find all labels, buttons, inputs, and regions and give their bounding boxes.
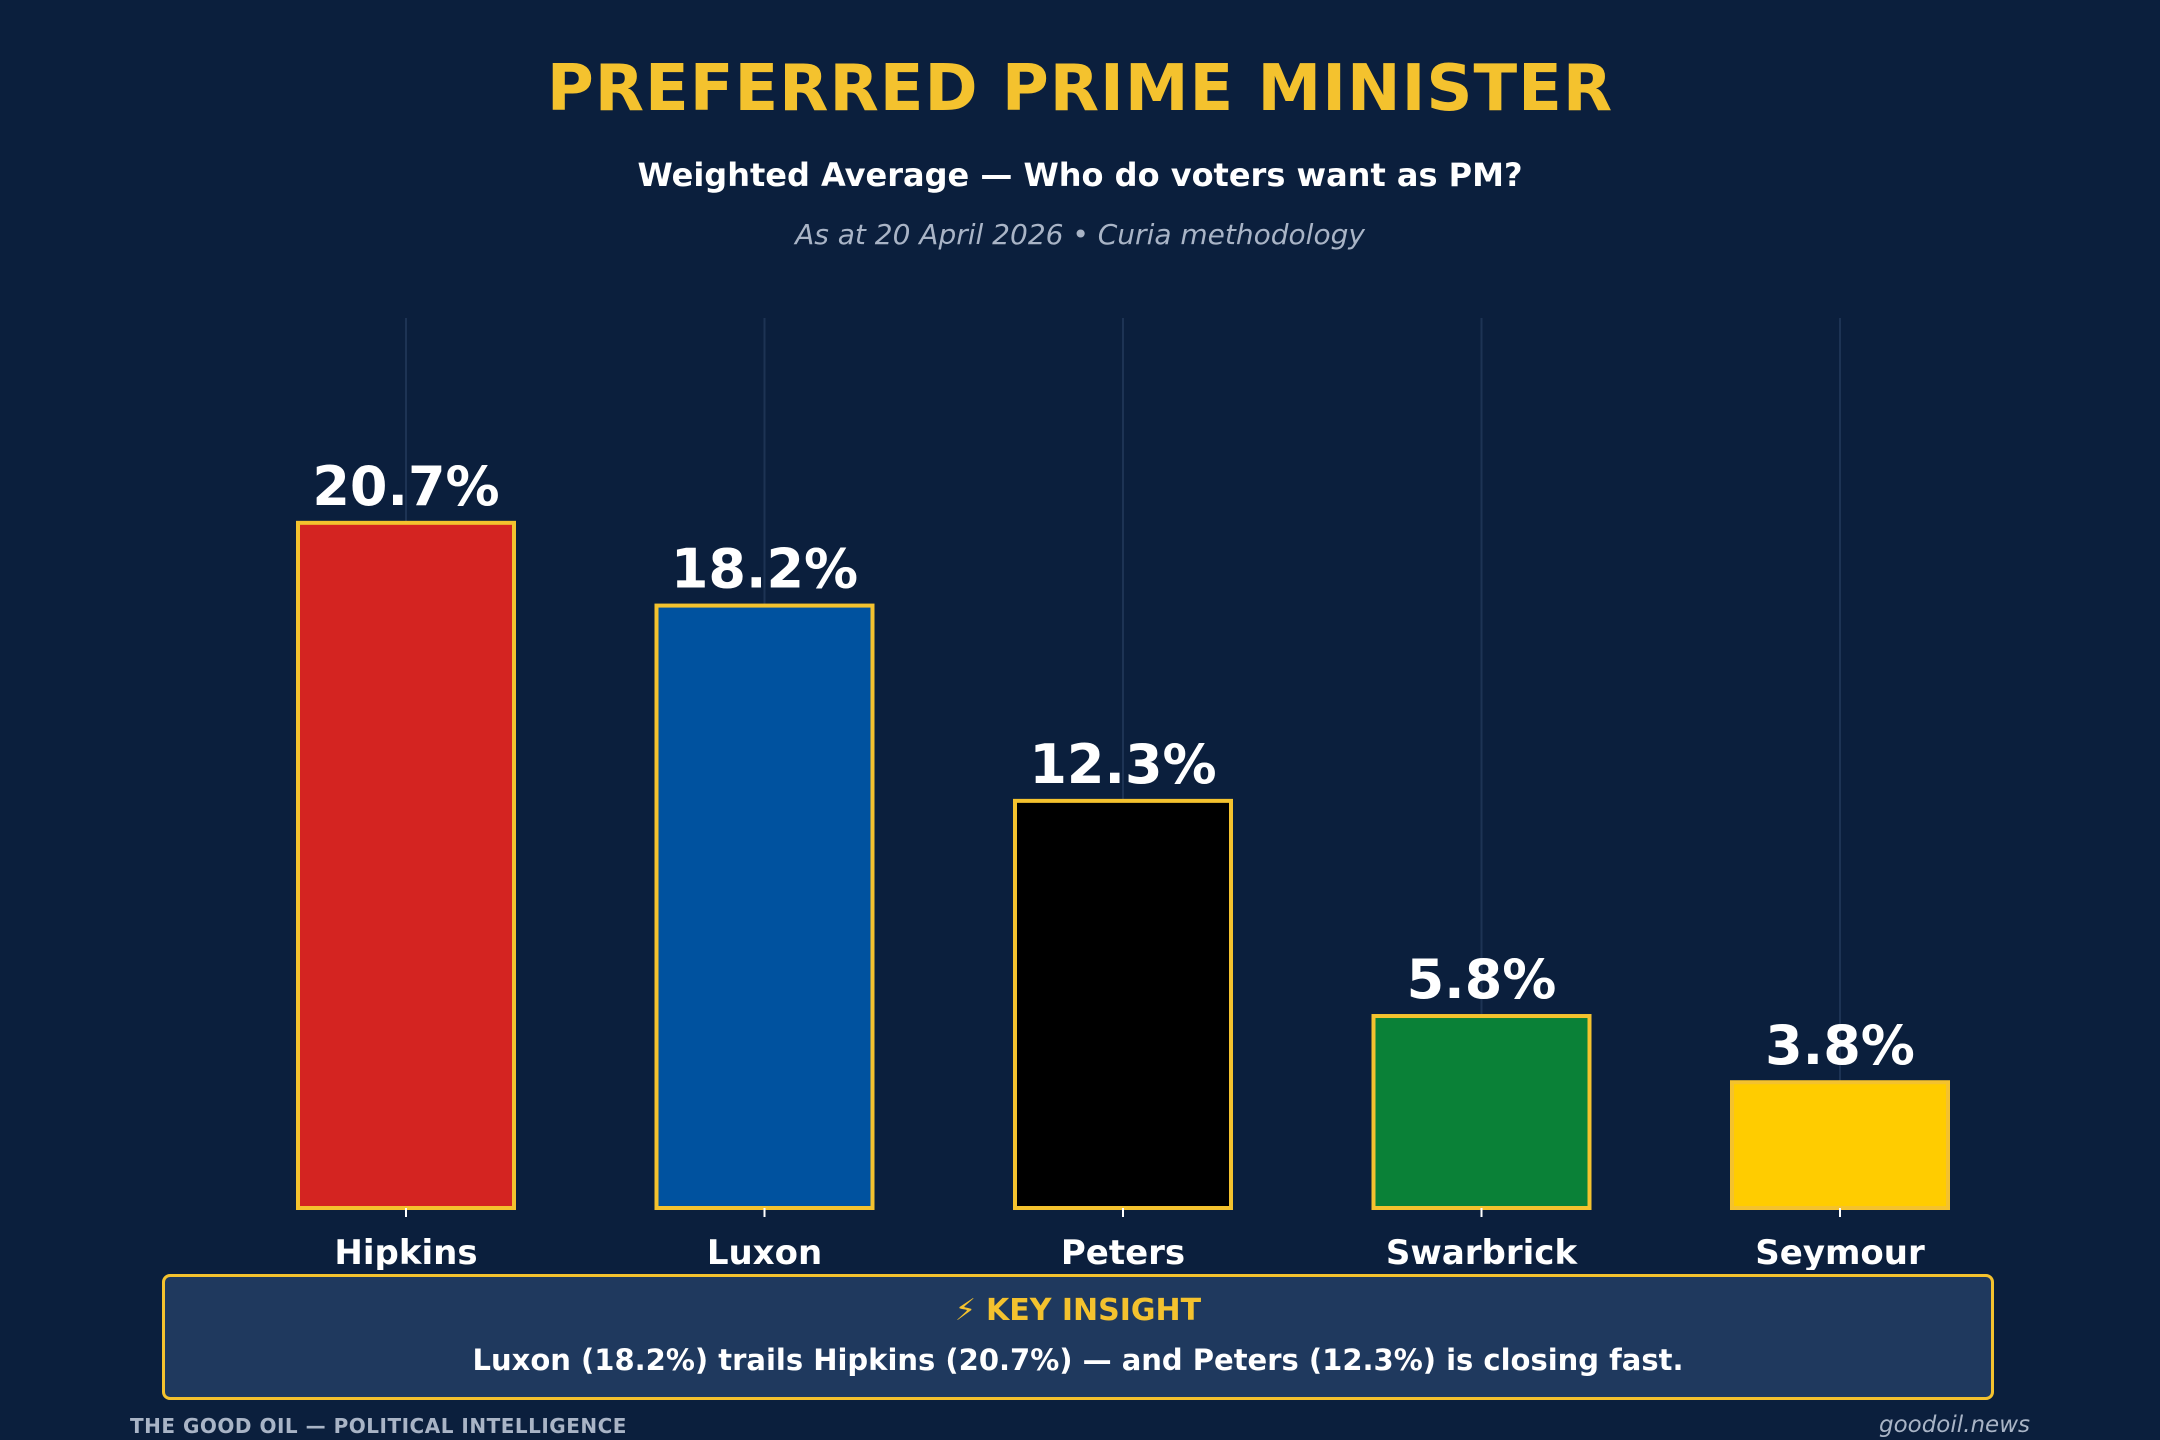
footer-url[interactable]: goodoil.news bbox=[1878, 1412, 2030, 1438]
data-label-hipkins: 20.7% bbox=[312, 455, 499, 518]
key-insight-label: KEY INSIGHT bbox=[985, 1293, 1202, 1328]
lightning-icon: ⚡ bbox=[954, 1293, 976, 1328]
chart-title: PREFERRED PRIME MINISTER bbox=[546, 52, 1614, 126]
category-label-seymour: Seymour bbox=[1755, 1233, 1925, 1270]
bar-hipkins bbox=[296, 520, 516, 1210]
bar-chart: 20.7% Hipkins 18.2% Luxon 12.3% Peters 5.8% Swa… bbox=[296, 318, 1950, 1270]
category-label-hipkins: Hipkins bbox=[334, 1233, 477, 1270]
key-insight-heading: ⚡ KEY INSIGHT bbox=[165, 1293, 1991, 1328]
key-insight-box: ⚡ KEY INSIGHT Luxon (18.2%) trails Hipkin… bbox=[162, 1274, 1994, 1400]
bar-seymour bbox=[1730, 1080, 1950, 1210]
data-label-swarbrick: 5.8% bbox=[1407, 948, 1557, 1011]
bar-swarbrick bbox=[1371, 1014, 1592, 1211]
chart-date-note: As at 20 April 2026 • Curia methodology bbox=[795, 218, 1365, 251]
data-label-luxon: 18.2% bbox=[671, 538, 858, 601]
data-label-peters: 12.3% bbox=[1029, 733, 1216, 796]
bar-peters bbox=[1013, 798, 1233, 1210]
chart-subtitle: Weighted Average — Who do voters want as… bbox=[637, 156, 1523, 194]
category-label-peters: Peters bbox=[1061, 1233, 1185, 1270]
category-label-luxon: Luxon bbox=[707, 1233, 822, 1270]
category-label-swarbrick: Swarbrick bbox=[1386, 1233, 1579, 1270]
data-label-seymour: 3.8% bbox=[1765, 1014, 1915, 1077]
key-insight-text: Luxon (18.2%) trails Hipkins (20.7%) — a… bbox=[472, 1343, 1684, 1377]
footer-brand: THE GOOD OIL — POLITICAL INTELLIGENCE bbox=[130, 1414, 627, 1438]
bar-luxon bbox=[654, 603, 875, 1210]
